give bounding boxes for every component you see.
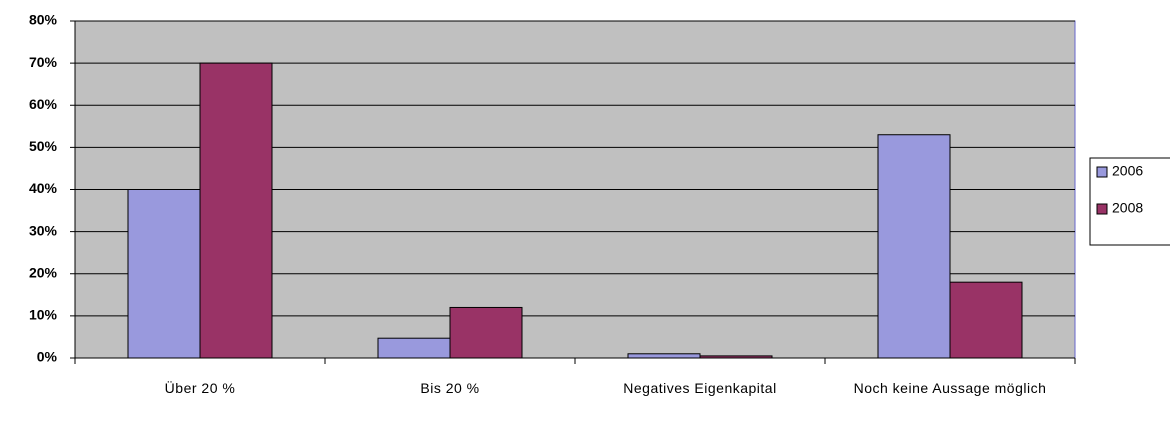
legend-swatch [1096, 166, 1108, 178]
x-tick-label: Bis 20 % [420, 380, 480, 396]
legend-label: 2008 [1112, 200, 1143, 216]
x-tick-label: Über 20 % [164, 380, 236, 396]
legend-label: 2006 [1112, 163, 1143, 179]
y-tick-label: 70% [29, 54, 58, 70]
y-tick-label: 10% [29, 307, 58, 323]
y-tick-label: 0% [37, 349, 58, 365]
y-tick-label: 40% [29, 180, 58, 196]
x-tick-label: Noch keine Aussage möglich [853, 380, 1047, 396]
y-tick-label: 50% [29, 138, 58, 154]
bar [199, 62, 273, 359]
bar [449, 306, 523, 359]
y-tick-label: 20% [29, 264, 58, 280]
bar [377, 337, 451, 359]
y-tick-label: 80% [29, 12, 58, 28]
y-tick-label: 60% [29, 96, 58, 112]
bar [949, 281, 1023, 359]
x-tick-label: Negatives Eigenkapital [623, 380, 777, 396]
bar [877, 134, 951, 359]
legend-swatch [1096, 203, 1108, 215]
bar [627, 353, 701, 359]
y-tick-label: 30% [29, 222, 58, 238]
bar [127, 189, 201, 359]
